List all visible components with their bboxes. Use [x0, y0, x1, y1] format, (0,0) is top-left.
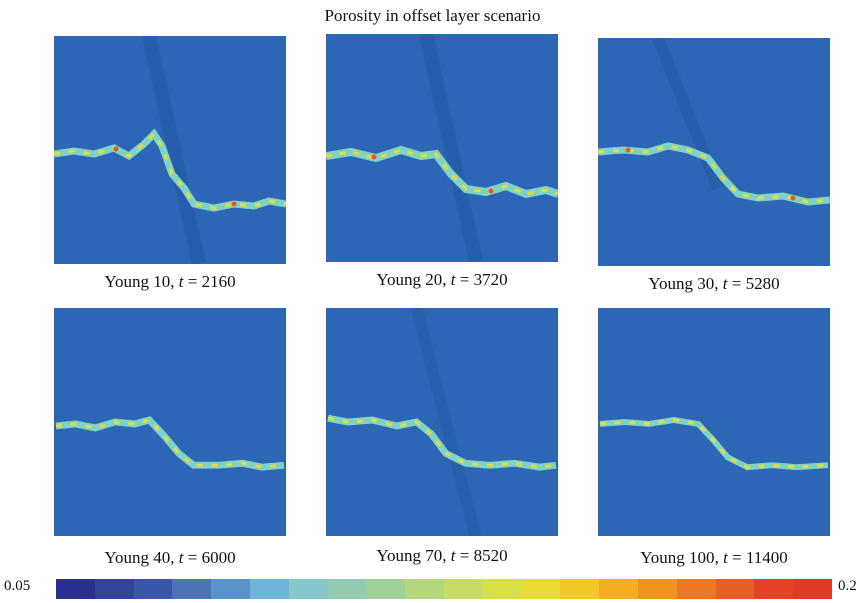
porosity-map-3 — [598, 38, 830, 266]
colorbar-max-label: 0.2 — [838, 578, 857, 594]
colorbar-segment — [211, 579, 250, 599]
colorbar-segment — [482, 579, 522, 599]
colorbar-segment — [599, 579, 638, 599]
porosity-map-2 — [326, 34, 558, 262]
panel-caption-3: Young 30, t = 5280 — [648, 274, 780, 293]
t-value-5: 8520 — [473, 546, 508, 565]
colorbar-segment — [560, 579, 600, 599]
t-symbol: t — [450, 270, 456, 289]
panel-caption-6: Young 100, t = 11400 — [640, 548, 788, 567]
colorbar-segment — [56, 579, 95, 599]
colorbar-min-label: 0.05 — [4, 578, 31, 594]
panel-caption-1: Young 10, t = 2160 — [104, 272, 236, 291]
colorbar-segment — [754, 579, 794, 599]
porosity-panel-4 — [54, 308, 286, 536]
porosity-map-6 — [599, 308, 829, 536]
colorbar — [56, 579, 832, 599]
porosity-panel-5 — [326, 308, 558, 536]
t-value-1: 2160 — [201, 272, 236, 291]
porosity-panel-2 — [326, 34, 558, 262]
colorbar-segment — [94, 579, 134, 599]
t-symbol: t — [178, 272, 184, 291]
panel-caption-5: Young 70, t = 8520 — [376, 546, 508, 565]
t-symbol: t — [722, 274, 728, 293]
colorbar-segment — [637, 579, 677, 599]
figure-title: Porosity in offset layer scenario — [324, 6, 541, 25]
colorbar-segment — [793, 579, 832, 599]
young-label-4: Young 40 — [104, 548, 171, 567]
young-label-2: Young 20 — [376, 270, 443, 289]
young-label-6: Young 100 — [640, 548, 715, 567]
porosity-panel-3 — [598, 38, 830, 266]
colorbar-segment — [443, 579, 483, 599]
t-symbol: t — [450, 546, 456, 565]
panel-caption-2: Young 20, t = 3720 — [376, 270, 508, 289]
t-value-4: 6000 — [201, 548, 236, 567]
young-label-1: Young 10 — [104, 272, 171, 291]
colorbar-segment — [172, 579, 212, 599]
porosity-map-4 — [55, 308, 285, 536]
porosity-panel-6 — [598, 308, 830, 536]
colorbar-segment — [715, 579, 755, 599]
porosity-map-1 — [54, 36, 286, 264]
porosity-map-5 — [327, 308, 557, 536]
t-value-2: 3720 — [473, 270, 508, 289]
t-symbol: t — [178, 548, 184, 567]
panel-caption-4: Young 40, t = 6000 — [104, 548, 236, 567]
t-value-6: 11400 — [745, 548, 788, 567]
colorbar-segment — [327, 579, 367, 599]
colorbar-segment — [366, 579, 406, 599]
colorbar-segment — [521, 579, 561, 599]
colorbar-segment — [676, 579, 716, 599]
young-label-5: Young 70 — [376, 546, 443, 565]
t-value-3: 5280 — [745, 274, 780, 293]
young-label-3: Young 30 — [648, 274, 715, 293]
colorbar-segment — [133, 579, 173, 599]
t-symbol: t — [723, 548, 728, 567]
colorbar-segment — [405, 579, 444, 599]
colorbar-segment — [249, 579, 289, 599]
porosity-panel-1 — [54, 36, 286, 264]
colorbar-segment — [288, 579, 328, 599]
